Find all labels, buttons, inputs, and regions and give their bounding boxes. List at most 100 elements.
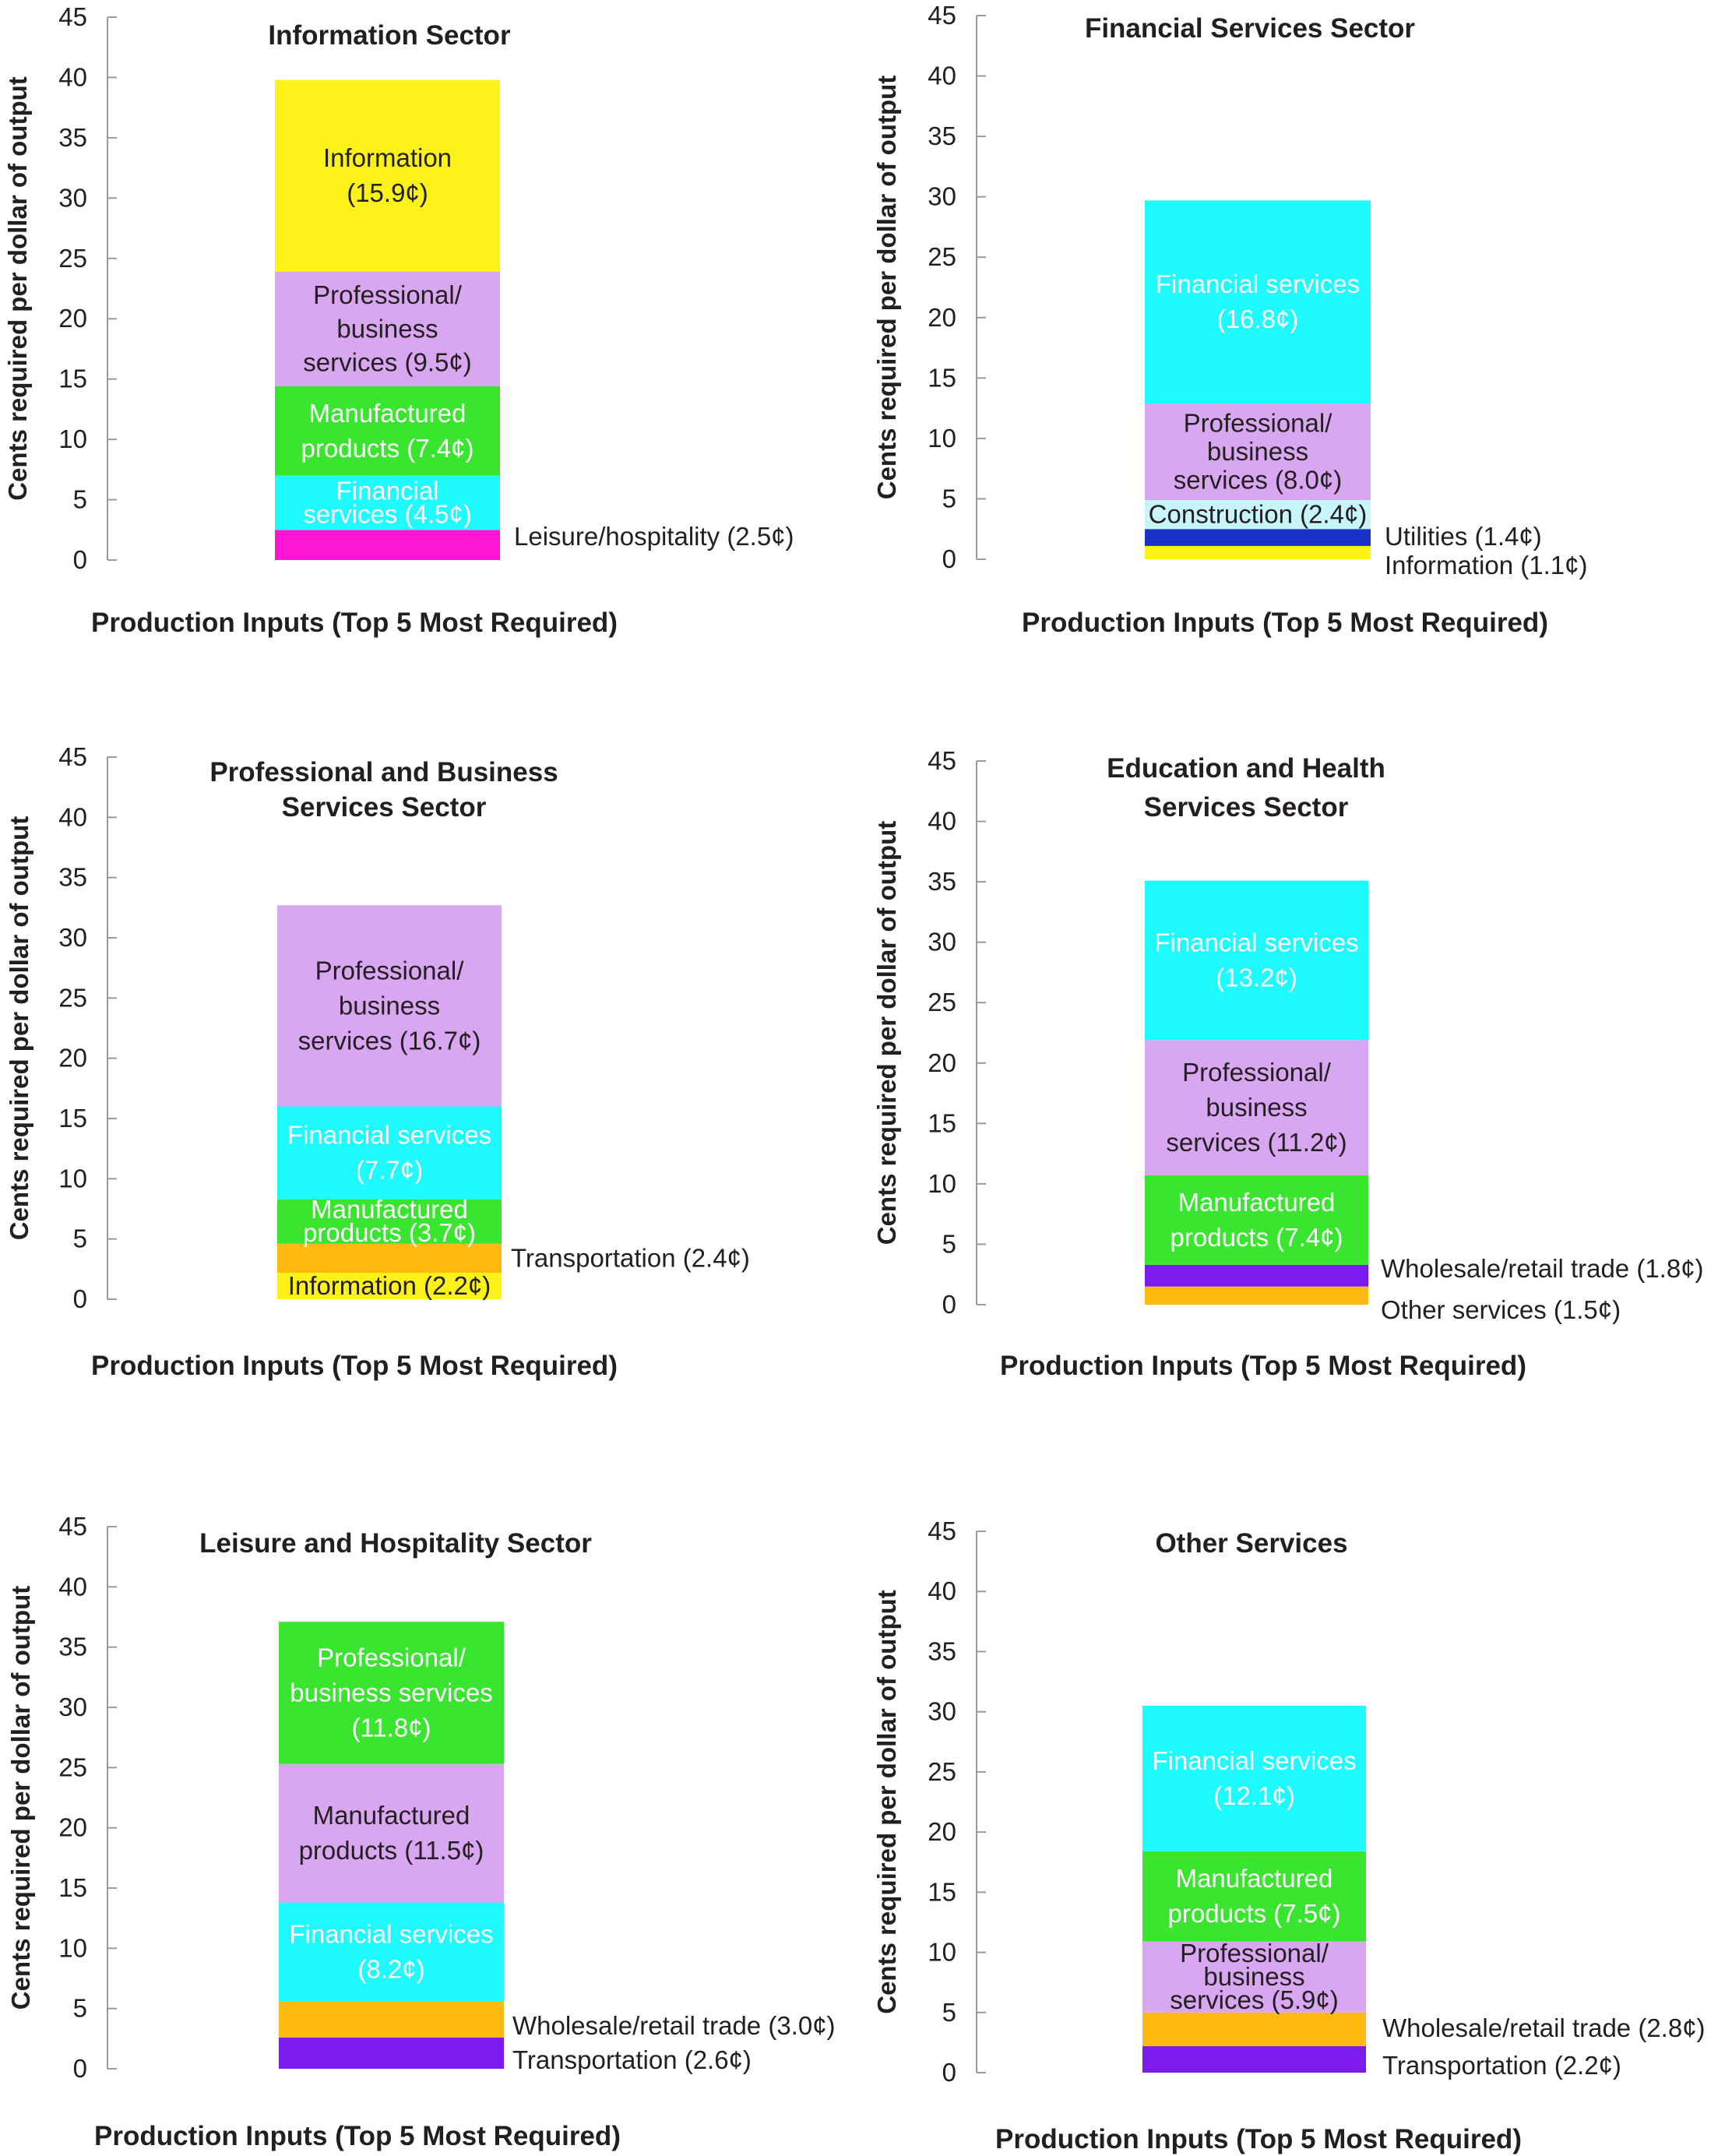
y-tick-label: 30 [58,923,87,952]
data-label: Information [323,143,452,172]
y-tick-label: 35 [58,123,87,152]
y-tick-label: 0 [73,545,87,574]
y-tick-label: 5 [942,484,956,513]
data-label: (7.7¢) [356,1156,423,1185]
chart-title: Financial Services Sector [1085,13,1415,44]
y-tick-label: 40 [928,807,956,836]
y-tick-label: 25 [58,1753,87,1781]
bar-segment [279,1622,504,1764]
y-tick-label: 10 [928,424,956,453]
bar-segment [1145,1040,1368,1176]
data-label: Manufactured [309,399,466,428]
data-label: Manufactured [1178,1188,1336,1217]
chart-title: Leisure and Hospitality Sector [199,1528,592,1559]
data-label: Professional/ [315,956,465,985]
data-label: (16.8¢) [1217,305,1299,333]
y-tick-label: 15 [58,1104,87,1133]
y-tick-label: 45 [928,746,956,775]
y-tick-label: 20 [928,1817,956,1846]
data-label: Manufactured [313,1801,470,1830]
y-tick-label: 0 [73,1284,87,1313]
data-label: Professional/ [1180,1939,1329,1968]
data-label: Utilities (1.4¢) [1385,522,1542,551]
y-tick-label: 25 [58,244,87,273]
y-tick-label: 15 [928,1877,956,1906]
y-tick-label: 40 [928,1576,956,1605]
data-label: Professional/ [1182,1058,1332,1087]
chart-title: Other Services [1155,1528,1347,1559]
data-label: services (16.7¢) [298,1026,481,1055]
data-label: Professional/ [1184,408,1333,437]
data-label: services (4.5¢) [303,499,471,528]
data-label: products (7.4¢) [301,434,474,463]
data-label: (13.2¢) [1216,963,1297,992]
y-tick-label: 40 [58,802,87,831]
y-tick-label: 35 [928,122,956,150]
data-label: Financial services [1154,928,1358,956]
y-tick-label: 15 [58,1873,87,1902]
y-tick-label: 20 [928,1048,956,1077]
data-label: Construction (2.4¢) [1149,500,1368,529]
data-label: Transportation (2.2¢) [1382,2051,1621,2080]
data-label: Professional/ [313,280,463,309]
data-label: Financial services [1156,270,1360,298]
chart-panel-2: 0 5 10 15 20 25 30 35 40 45 Cents required per dol… [872,1,1587,638]
bar-segment [1142,1705,1366,1851]
data-label: services (8.0¢) [1174,465,1342,494]
data-label: Wholesale/retail trade (2.8¢) [1382,2013,1706,2042]
y-axis-title: Cents required per dollar of output [6,1586,35,2010]
y-tick-label: 20 [58,304,87,333]
y-tick-label: 35 [58,1633,87,1661]
bar-segment [1145,1175,1368,1265]
y-tick-label: 40 [58,62,87,91]
y-tick-label: 0 [942,1290,956,1319]
y-tick-label: 0 [942,544,956,573]
data-label: (12.1¢) [1213,1781,1295,1810]
data-label: Transportation (2.6¢) [512,2045,752,2074]
bar-segment [277,1272,502,1299]
chart-title: Education and Health [1107,753,1385,784]
data-label: business [1203,1962,1304,1991]
y-tick-label: 30 [58,183,87,212]
data-label: business [1206,1093,1307,1122]
bar-segment [279,1902,504,2002]
data-label: business services [290,1678,492,1707]
data-label: products (7.4¢) [1171,1223,1343,1252]
bar-segment [1145,499,1371,530]
data-label: Financial services [1152,1746,1356,1775]
y-tick-label: 35 [58,863,87,892]
y-tick-label: 0 [942,2058,956,2087]
bar-segment [277,905,502,1107]
y-tick-label: 10 [58,1164,87,1192]
y-axis-title: Cents required per dollar of output [5,816,33,1241]
bar-segment [275,386,500,476]
x-axis-label: Production Inputs (Top 5 Most Required) [91,1351,618,1381]
bar-segment [1145,1264,1368,1287]
y-tick-label: 35 [928,1636,956,1665]
data-label: (8.2¢) [357,1954,424,1983]
data-label: business [336,314,438,343]
y-tick-label: 35 [928,867,956,896]
data-label: Manufactured [1176,1864,1333,1893]
bar-segment [1145,880,1368,1041]
chart-panel-3: 0 5 10 15 20 25 30 35 40 45 Cents required per dol… [5,742,750,1381]
data-label: Financial services [289,1919,493,1948]
y-tick-label: 10 [58,425,87,453]
data-label: Manufactured [311,1195,468,1224]
chart-panel-5: 0 5 10 15 20 25 30 35 40 45 Cents required per dol… [6,1512,836,2151]
bar-segment [1145,200,1371,403]
data-label: products (11.5¢) [299,1836,484,1865]
y-tick-label: 20 [58,1813,87,1842]
data-label: Leisure/hospitality (2.5¢) [514,522,794,551]
data-label: Other services (1.5¢) [1381,1295,1621,1324]
y-tick-label: 30 [58,1693,87,1721]
data-label: Financial [336,476,438,505]
bar-segment [1142,2046,1366,2073]
y-tick-label: 45 [928,1,956,30]
y-tick-label: 25 [928,242,956,271]
bar-segment [279,2037,504,2069]
data-label: services (5.9¢) [1170,1985,1338,2014]
y-tick-label: 20 [58,1044,87,1073]
chart-panel-1: 0 5 10 15 20 25 30 35 40 45 Cents required per dol… [3,2,794,638]
